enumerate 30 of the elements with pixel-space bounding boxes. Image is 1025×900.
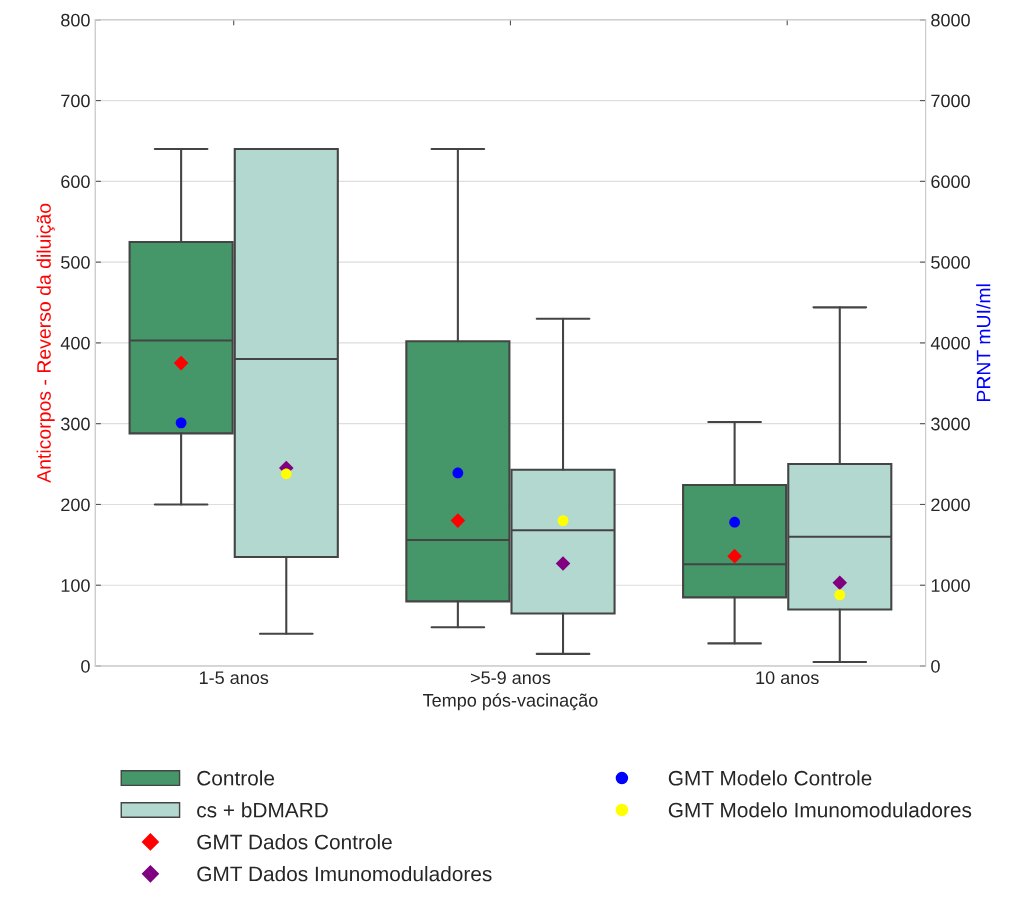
x-tick-label: 1-5 anos: [199, 671, 269, 685]
legend-label: cs + bDMARD: [197, 802, 328, 818]
y2-tick-label: 6000: [931, 175, 970, 189]
y2-tick-label: 1000: [931, 579, 970, 592]
y-tick-label: 400: [60, 336, 90, 350]
y2-tick-label: 7000: [931, 94, 970, 108]
y2-tick-label: 8000: [931, 13, 970, 27]
y2-tick-label: 5000: [931, 256, 970, 269]
y-tick-label: 500: [61, 256, 90, 269]
legend-label: GMT Modelo Controle: [668, 770, 872, 786]
y-tick-label: 200: [61, 498, 90, 512]
y-tick-label: 700: [61, 94, 90, 108]
y-tick-label: 800: [61, 13, 90, 27]
y-tick-label: 0: [81, 659, 90, 673]
legend-label: GMT Dados Controle: [197, 834, 392, 850]
y2-axis-title: PRNT mUI/ml: [976, 284, 991, 402]
x-tick-label: >5-9 anos: [470, 671, 551, 685]
legend-label: GMT Modelo Imunomoduladores: [668, 802, 972, 818]
x-tick-label: 10 anos: [756, 671, 819, 685]
y2-tick-label: 4000: [930, 336, 970, 350]
y2-tick-label: 0: [931, 659, 940, 673]
y-tick-label: 100: [61, 579, 90, 592]
y2-tick-label: 3000: [931, 417, 970, 431]
legend-label: GMT Dados Imunomoduladores: [197, 866, 492, 882]
y-axis-title: Anticorpos - Reverso da diluição: [36, 203, 55, 483]
y-tick-label: 600: [61, 175, 90, 189]
y-tick-label: 300: [61, 417, 90, 431]
x-axis-title: Tempo pós-vacinação: [423, 693, 598, 711]
y2-tick-label: 2000: [931, 498, 970, 512]
legend-label: Controle: [197, 770, 275, 786]
